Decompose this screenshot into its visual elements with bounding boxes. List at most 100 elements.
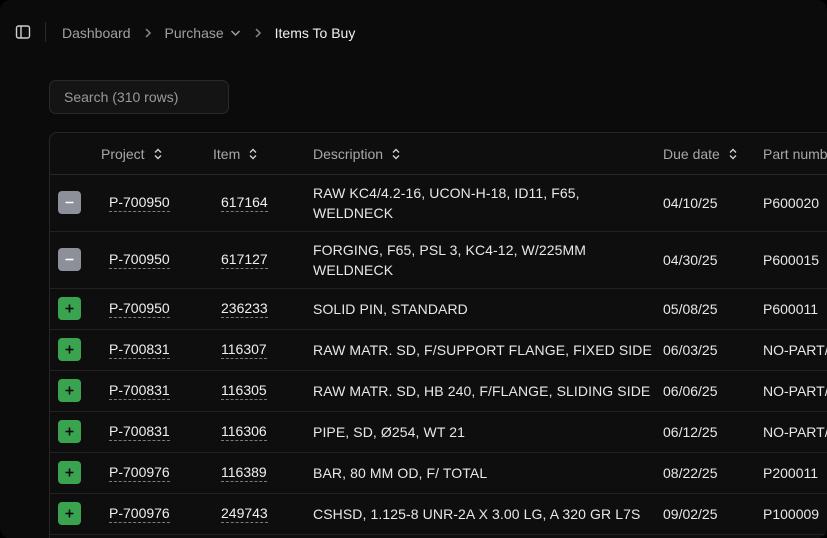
add-item-button[interactable] [58,502,81,525]
description-text: RAW MATR. SD, F/SUPPORT FLANGE, FIXED SI… [313,340,652,360]
table-row[interactable]: P-700831 116306 PIPE, SD, Ø254, WT 21 06/12… [50,411,827,453]
due-date: 06/12/25 [663,423,718,440]
add-item-button[interactable] [58,338,81,361]
remove-item-button[interactable] [58,248,81,271]
project-cell: P-700831 [109,370,170,411]
part-number-cell: P600011 [763,288,818,329]
project-cell: P-700950 [109,231,170,288]
item-cell: 617164 [221,174,268,231]
description-line: RAW MATR. SD, HB 240, F/FLANGE, SLIDING … [313,382,651,399]
item-link[interactable]: 617164 [221,193,268,212]
item-cell: 249743 [221,493,268,534]
row-action-cell [58,411,81,452]
description-cell: BAR, 80 MM OD, F/ TOTAL [313,452,487,493]
breadcrumb-dashboard[interactable]: Dashboard [62,25,131,41]
project-link[interactable]: P-700831 [109,381,170,400]
due-date-cell: 06/06/25 [663,370,718,411]
breadcrumb-purchase[interactable]: Purchase [165,25,241,41]
due-date-cell: 05/08/25 [663,288,718,329]
due-date-cell: 06/12/25 [663,411,718,452]
search-input[interactable] [62,88,216,106]
plus-icon [64,508,75,519]
description-line: CSHSD, 1.125-8 UNR-2A X 3.00 LG, A 320 G… [313,505,641,522]
project-link[interactable]: P-700976 [109,463,170,482]
part-number-cell: NO-PART/ [763,411,827,452]
due-date: 06/03/25 [663,341,718,358]
add-item-button[interactable] [58,379,81,402]
table-row[interactable]: P-700950 236233 SOLID PIN, STANDARD 05/08/2… [50,288,827,330]
description-text: PIPE, SD, Ø254, WT 21 [313,422,465,442]
part-number: NO-PART/ [763,423,827,440]
sidebar-toggle-icon[interactable] [15,24,31,40]
description-line: WELDNECK [313,204,394,221]
column-header-part-number[interactable]: Part numb [763,133,827,174]
sort-icon [392,148,400,160]
minus-icon [64,254,75,265]
part-number-cell: P100009 [763,493,819,534]
item-cell: 236233 [221,288,268,329]
row-action-cell [58,288,81,329]
search-box[interactable] [49,80,229,114]
table-row[interactable]: P-700976 116389 BAR, 80 MM OD, F/ TOTAL 08/… [50,452,827,494]
project-link[interactable]: P-700950 [109,250,170,269]
row-action-cell [58,329,81,370]
table-row[interactable]: P-700950 617164 RAW KC4/4.2-16, UCON-H-18,… [50,174,827,232]
due-date: 09/02/25 [663,505,718,522]
part-number: NO-PART/ [763,382,827,399]
add-item-button[interactable] [58,461,81,484]
table-row[interactable]: P-700831 116307 RAW MATR. SD, F/SUPPORT FL… [50,329,827,371]
add-item-button[interactable] [58,420,81,443]
project-cell: P-700831 [109,411,170,452]
due-date: 04/30/25 [663,251,718,268]
project-link[interactable]: P-700831 [109,422,170,441]
column-header-item[interactable]: Item [213,133,257,174]
table-row[interactable]: P-700950 617127 FORGING, F65, PSL 3, KC4-1… [50,231,827,289]
item-link[interactable]: 116305 [221,381,267,400]
part-number-cell: P600020 [763,174,819,231]
column-header-due-date[interactable]: Due date [663,133,737,174]
remove-item-button[interactable] [58,191,81,214]
item-link[interactable]: 236233 [221,299,268,318]
row-action-cell [58,231,81,288]
row-action-cell [58,370,81,411]
column-header-description[interactable]: Description [313,133,400,174]
table-row[interactable]: P-700976 249743 CSHSD, 1.125-8 UNR-2A X 3.… [50,493,827,535]
description-line: SOLID PIN, STANDARD [313,300,468,317]
column-header-project[interactable]: Project [101,133,162,174]
item-link[interactable]: 617127 [221,250,268,269]
plus-icon [64,467,75,478]
description-line: WELDNECK [313,261,394,278]
item-link[interactable]: 249743 [221,504,268,523]
project-link[interactable]: P-700950 [109,299,170,318]
part-number: P600015 [763,251,820,268]
item-cell: 116307 [221,329,267,370]
description-text: RAW MATR. SD, HB 240, F/FLANGE, SLIDING … [313,381,650,401]
chevron-right-icon [137,27,159,39]
item-cell: 116389 [221,452,267,493]
item-link[interactable]: 116306 [221,422,267,441]
due-date-cell: 04/10/25 [663,174,718,231]
column-label-description: Description [313,145,384,162]
project-link[interactable]: P-700950 [109,193,170,212]
due-date-cell: 06/03/25 [663,329,718,370]
table-row[interactable]: P-700831 116305 RAW MATR. SD, HB 240, F/FL… [50,370,827,412]
project-cell: P-700831 [109,329,170,370]
due-date: 05/08/25 [663,300,718,317]
item-link[interactable]: 116389 [221,463,267,482]
description-cell: CSHSD, 1.125-8 UNR-2A X 3.00 LG, A 320 G… [313,493,640,534]
column-label-part-number: Part numb [763,145,827,162]
part-number: P200011 [763,464,819,481]
plus-icon [64,303,75,314]
project-link[interactable]: P-700976 [109,504,170,523]
due-date: 04/10/25 [663,194,718,211]
add-item-button[interactable] [58,297,81,320]
row-action-cell [58,452,81,493]
part-number-cell: NO-PART/ [763,329,827,370]
project-link[interactable]: P-700831 [109,340,170,359]
description-line: FORGING, F65, PSL 3, KC4-12, W/225MM [313,241,587,258]
item-link[interactable]: 116307 [221,340,267,359]
due-date: 08/22/25 [663,464,718,481]
description-text: CSHSD, 1.125-8 UNR-2A X 3.00 LG, A 320 G… [313,504,640,524]
column-label-due-date: Due date [663,145,720,162]
items-table: Project Item Description Due date [49,132,827,538]
